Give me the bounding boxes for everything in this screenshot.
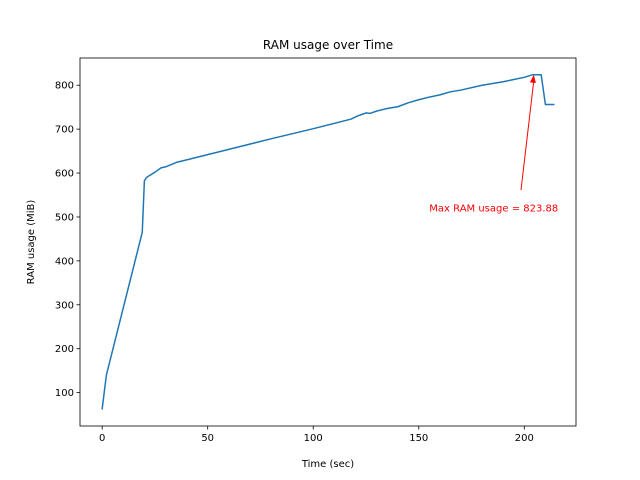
y-tick-label: 300 [55,300,74,311]
series-line-0 [101,73,555,410]
x-tick-label: 150 [409,433,428,444]
axes-border [79,57,577,427]
annotation-arrow-line [520,80,535,191]
series-layer [101,73,555,410]
y-tick-label: 600 [55,169,74,180]
x-tick-label: 200 [515,433,534,444]
x-tick-label: 50 [201,433,214,444]
y-tick-label: 500 [55,212,74,223]
axes-frame [79,57,577,427]
annotation-layer: Max RAM usage = 823.88 [429,74,558,215]
y-axis-label: RAM usage (MiB) [26,200,37,285]
y-tick-label: 400 [55,256,74,267]
y-tick-label: 800 [55,81,74,92]
y-tick-label: 700 [55,125,74,136]
annotation-arrow-head [529,74,536,84]
x-axis-label: Time (sec) [301,459,354,470]
x-tick-label: 0 [99,433,105,444]
x-tick-label: 100 [304,433,323,444]
y-tick-label: 200 [55,344,74,355]
ticks: 0 50 100 150 200 100 200 300 400 500 600 700 800 [55,81,534,444]
y-tick-label: 100 [55,388,74,399]
annotation-text: Max RAM usage = 823.88 [429,204,558,215]
chart-title: RAM usage over Time [263,38,393,52]
